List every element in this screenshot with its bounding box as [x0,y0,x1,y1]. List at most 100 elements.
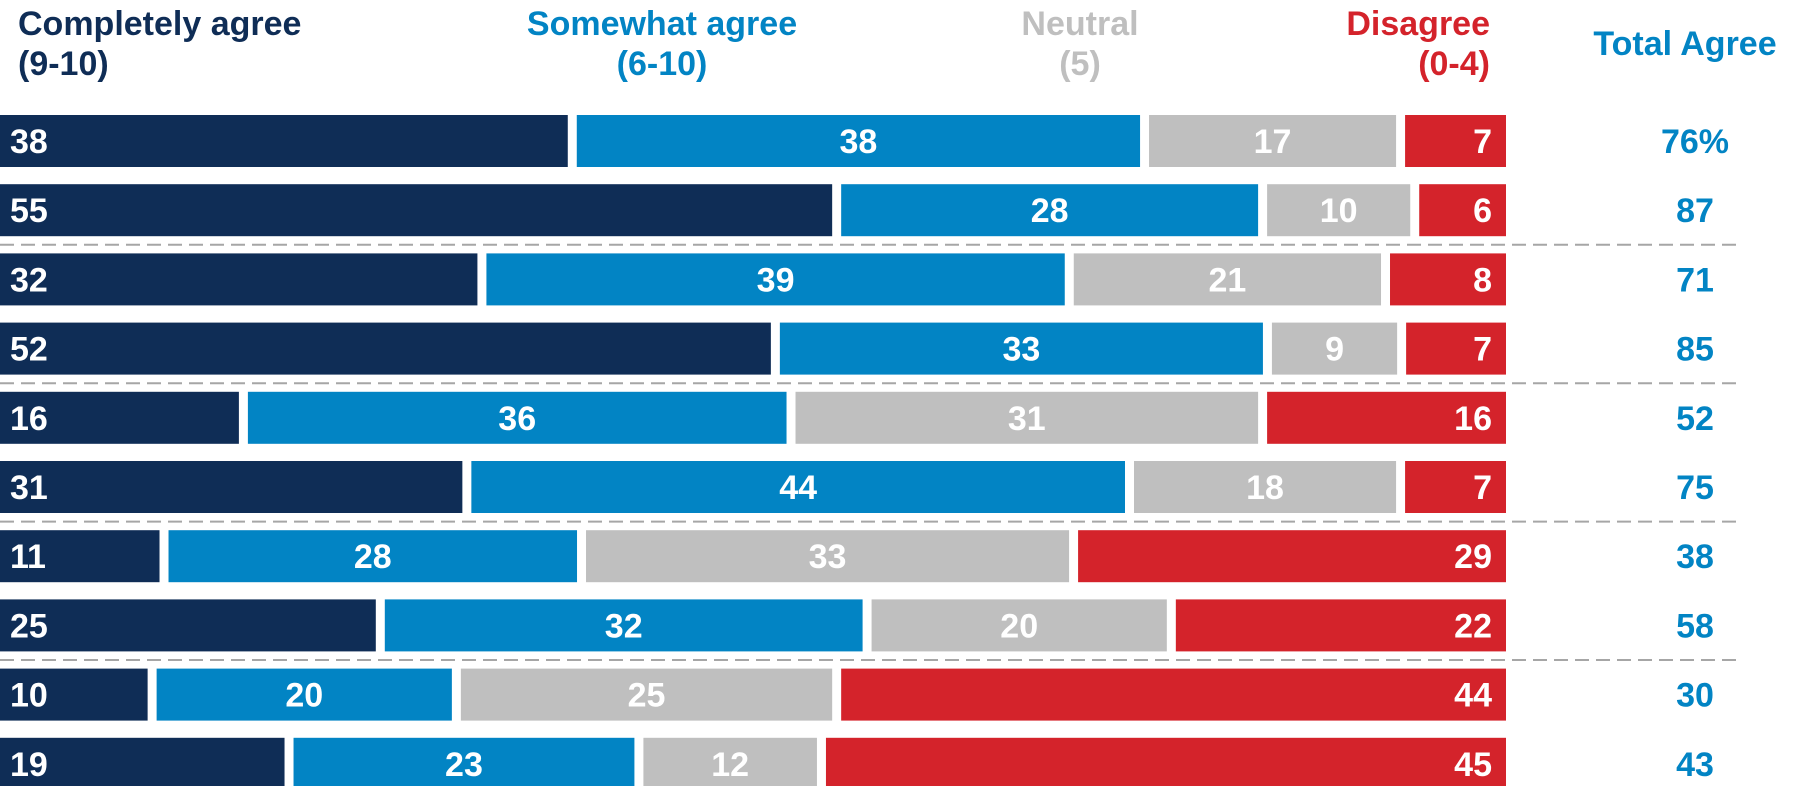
header-somewhat-agree-label: Somewhat agree [526,5,798,43]
bar-neutral [1134,461,1397,513]
data-label-disagree: 29 [1454,538,1492,576]
total-agree-value: 71 [1676,261,1714,299]
data-label-neutral: 25 [628,677,666,715]
data-label-completely: 25 [10,607,48,645]
data-label-completely: 38 [10,123,48,161]
bar-completely [0,322,771,375]
total-agree-value: 30 [1676,677,1714,715]
data-label-disagree: 7 [1473,123,1492,161]
bar-disagree [1078,530,1506,583]
bar-completely [0,599,376,652]
data-label-neutral: 31 [1008,400,1046,438]
data-label-somewhat: 36 [498,400,536,438]
bar-disagree [1405,461,1506,513]
data-label-neutral: 10 [1320,192,1358,230]
bar-somewhat [384,599,863,652]
data-label-disagree: 7 [1473,331,1492,369]
bar-somewhat [156,668,452,721]
header-disagree-label: Disagree [1346,5,1490,43]
bar-disagree [1406,322,1506,375]
bar-completely [0,461,463,513]
bar-neutral [871,599,1167,652]
data-label-completely: 32 [10,261,48,299]
bar-somewhat [168,530,578,583]
bar-completely [0,530,160,583]
bar-completely [0,253,478,306]
bar-completely [0,391,239,444]
header-neutral: Neutral (5) [1010,4,1150,84]
bar-completely [0,184,833,237]
data-label-completely: 16 [10,400,48,438]
data-label-completely: 52 [10,331,48,369]
bar-somewhat [576,115,1141,167]
bar-neutral [1073,253,1382,306]
data-label-neutral: 12 [711,746,749,784]
header-completely-agree-label: Completely agree [18,5,302,43]
data-label-neutral: 20 [1000,607,1038,645]
data-label-somewhat: 38 [840,123,878,161]
data-label-disagree: 44 [1454,677,1492,715]
data-label-neutral: 33 [809,538,847,576]
data-label-somewhat: 33 [1002,331,1040,369]
header-completely-agree-range: (9-10) [18,45,109,83]
bar-somewhat [247,391,787,444]
data-label-somewhat: 28 [1031,192,1069,230]
total-agree-value: 85 [1676,331,1714,369]
data-label-disagree: 8 [1473,261,1492,299]
header-total-agree: Total Agree [1580,24,1790,64]
bar-completely [0,668,148,721]
data-label-disagree: 6 [1473,192,1492,230]
data-label-completely: 11 [10,538,46,576]
data-label-completely: 10 [10,677,48,715]
header-completely-agree: Completely agree (9-10) [18,4,301,84]
header-disagree-range: (0-4) [1418,45,1490,83]
data-label-neutral: 9 [1325,331,1344,369]
bar-somewhat [471,461,1125,513]
data-label-neutral: 17 [1254,123,1292,161]
total-agree-value: 87 [1676,192,1714,230]
bar-completely [0,737,285,786]
header-disagree: Disagree (0-4) [1290,4,1490,84]
data-label-somewhat: 28 [354,538,392,576]
data-label-completely: 55 [10,192,48,230]
bar-neutral [586,530,1070,583]
header-somewhat-agree: Somewhat agree (6-10) [512,4,812,84]
header-neutral-label: Neutral [1021,5,1139,43]
header-neutral-range: (5) [1059,45,1101,83]
total-agree-value: 75 [1676,469,1714,507]
bar-neutral [460,668,833,721]
data-label-somewhat: 39 [757,261,795,299]
total-agree-value: 43 [1676,746,1714,784]
bar-neutral [1267,184,1411,237]
bar-disagree [1405,115,1506,167]
bar-neutral [643,737,817,786]
data-label-somewhat: 20 [285,677,323,715]
bar-neutral [795,391,1259,444]
bar-somewhat [841,184,1259,237]
data-label-completely: 31 [10,469,48,507]
bar-somewhat [779,322,1263,375]
data-label-disagree: 7 [1473,469,1492,507]
bar-disagree [1390,253,1506,306]
data-label-somewhat: 32 [605,607,643,645]
total-agree-value: 52 [1676,400,1714,438]
bar-somewhat [486,253,1065,306]
data-label-somewhat: 23 [445,746,483,784]
bar-disagree [841,668,1506,721]
total-agree-value: 76% [1661,123,1729,161]
total-agree-value: 58 [1676,607,1714,645]
data-label-disagree: 16 [1454,400,1492,438]
bar-disagree [1419,184,1506,237]
data-label-disagree: 45 [1454,746,1492,784]
bar-somewhat [293,737,635,786]
data-label-somewhat: 44 [779,469,817,507]
header-somewhat-agree-range: (6-10) [616,45,708,83]
bar-disagree [1175,599,1506,652]
data-label-neutral: 18 [1246,469,1284,507]
bar-neutral [1271,322,1398,375]
bar-neutral [1149,115,1397,167]
bar-disagree [1267,391,1506,444]
data-label-neutral: 21 [1208,261,1246,299]
bar-completely [0,115,568,167]
